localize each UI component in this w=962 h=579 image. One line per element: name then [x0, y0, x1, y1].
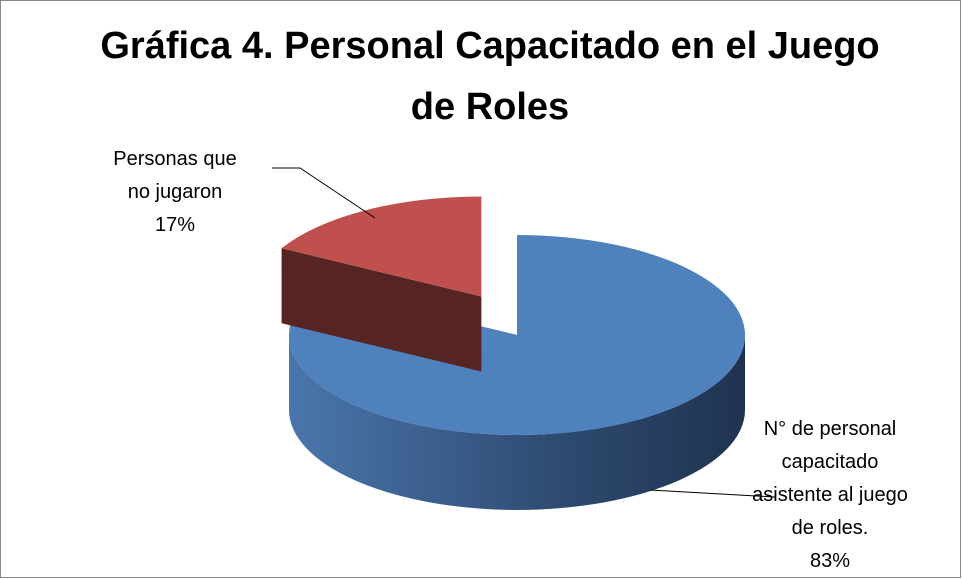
data-label: N° de personal capacitado asistente al j… [745, 413, 915, 578]
slice-cut-face [281, 248, 482, 372]
leader-line [272, 167, 376, 219]
data-label: Personas que no jugaron 17% [100, 143, 250, 242]
pie-slice [281, 196, 482, 297]
data-label-category: N° de personal capacitado asistente al j… [752, 418, 908, 539]
pie-slice [289, 235, 746, 435]
data-label-value: 17% [154, 214, 196, 236]
slice-side [289, 335, 745, 510]
slice-group [281, 196, 482, 372]
data-label-category: Personas que no jugaron [113, 148, 237, 203]
data-label-value: 83% [809, 550, 851, 572]
leader-line [649, 489, 776, 498]
chart-title: Gráfica 4. Personal Capacitado en el Jue… [100, 25, 880, 128]
